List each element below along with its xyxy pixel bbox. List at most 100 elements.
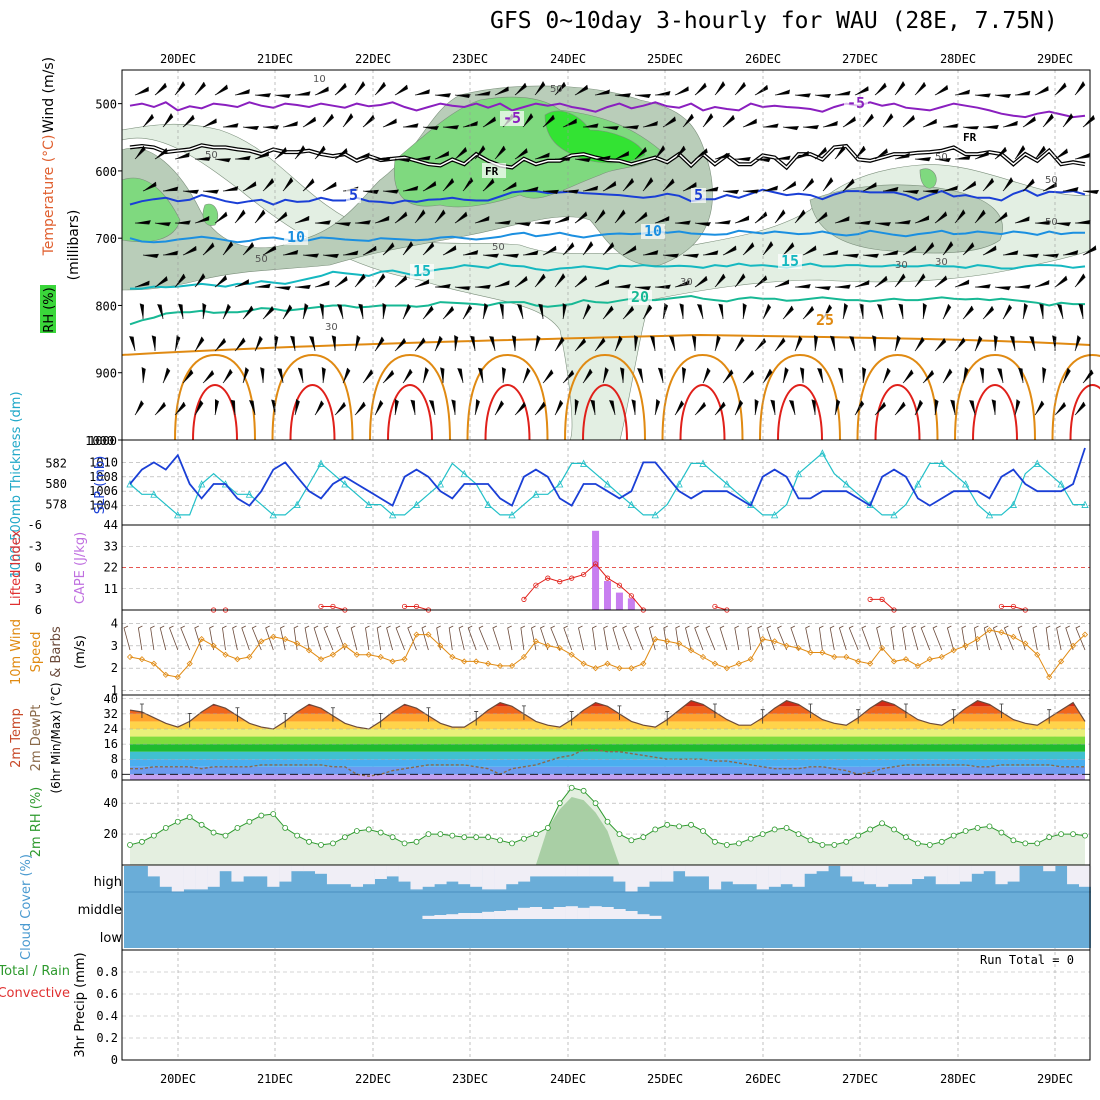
wind-barb <box>633 335 639 352</box>
wind-barb <box>894 219 911 225</box>
thickness-point <box>651 510 659 519</box>
wind-barb <box>514 276 528 288</box>
wind-barb <box>1039 303 1044 320</box>
rh-contour-label: 50 <box>205 150 218 161</box>
rh2m-point <box>831 842 838 848</box>
wind-barb <box>754 338 767 352</box>
wind-barb <box>934 399 939 416</box>
temp-minmax-bar <box>999 703 1004 718</box>
cloud-high-gap <box>350 866 364 887</box>
wind-speed-point <box>377 653 384 661</box>
wind-barb <box>874 82 887 96</box>
wind-barb-10m <box>1065 625 1074 651</box>
wind-barb <box>499 303 504 320</box>
wind-barb <box>969 400 976 416</box>
wind-barb-10m <box>685 625 692 651</box>
wind-barb <box>722 114 735 128</box>
isotherm-label: -5 <box>503 109 521 127</box>
wind-barb <box>942 304 952 320</box>
ylabel-li: Lifted Index <box>9 529 24 606</box>
wind-barb <box>962 305 974 320</box>
wind-barb <box>294 215 310 224</box>
wind-barb <box>554 336 565 352</box>
wind-barb <box>249 400 256 416</box>
rh2m-point <box>795 831 802 837</box>
wind-barb <box>517 304 524 320</box>
wind-barb <box>342 113 354 128</box>
wind-barb <box>714 273 726 288</box>
cloud-middle-gap <box>649 915 662 919</box>
rh2m-point <box>306 838 312 845</box>
wind-barb <box>141 367 146 384</box>
wind-speed-point <box>616 665 623 672</box>
wind-barb <box>154 402 166 416</box>
wind-barb <box>622 125 639 130</box>
wind-barb <box>554 156 571 162</box>
wind-barb <box>182 114 195 128</box>
wind-barb <box>574 275 588 288</box>
wind-barb-10m <box>150 625 155 651</box>
temp-minmax-bar <box>235 707 240 722</box>
chart-title: GFS 0~10day 3-hourly for WAU (28E, 7.75N… <box>490 8 1058 34</box>
wind-speed-point <box>282 636 289 643</box>
wind-barb <box>290 335 296 352</box>
wind-barb <box>962 367 969 384</box>
wind-speed-point <box>759 636 766 643</box>
li-point <box>616 582 623 588</box>
isotherm-30-loop-3 <box>484 383 531 441</box>
thickness-point <box>269 510 277 519</box>
wind-barb <box>522 367 531 384</box>
wind-barb <box>718 303 724 320</box>
wind-barb <box>822 121 838 128</box>
wind-speed-point <box>723 665 730 672</box>
wind-barb <box>554 81 566 96</box>
wind-barb <box>314 220 331 225</box>
wind-barb <box>714 401 726 416</box>
wind-speed-point <box>843 653 850 661</box>
wind-speed-point <box>413 631 420 638</box>
wind-barb <box>894 273 906 288</box>
wind-barb <box>894 81 906 96</box>
wind-barb-10m <box>747 625 752 651</box>
wind-barb-10m <box>974 625 979 651</box>
isotherm-label: 10 <box>644 222 662 240</box>
rh2m-point <box>998 829 1005 836</box>
cloud-high-gap <box>338 866 352 885</box>
cloud-middle-gap <box>517 907 531 919</box>
thickness-point <box>197 480 206 488</box>
wind-barb <box>214 158 231 163</box>
wind-barb <box>522 186 539 192</box>
wind-barb <box>154 82 167 96</box>
isotherm-25-loop-2 <box>369 353 451 441</box>
wind-barb <box>782 305 794 320</box>
wind-barb <box>842 303 848 320</box>
wind-barb <box>162 367 171 384</box>
isotherm-label-bg <box>844 96 868 111</box>
ytick-li: -6 <box>28 518 42 532</box>
wind-speed-point <box>294 640 301 647</box>
wind-barb <box>774 279 790 288</box>
wind-speed-point <box>473 658 480 665</box>
xtick-date-top: 27DEC <box>842 52 878 66</box>
ylabel-thickness: 1000-500mb Thickness (dm) <box>9 391 24 578</box>
li-point <box>569 575 575 581</box>
wind-barb <box>482 303 489 320</box>
ylabel-wind-units: (m/s) <box>73 635 88 669</box>
wind-barb-10m <box>876 625 883 651</box>
isotherm-25-loop-4 <box>564 353 646 441</box>
ytick-wind: 4 <box>111 616 118 630</box>
wind-barb <box>482 116 496 128</box>
wind-barb <box>394 211 408 224</box>
isotherm-15 <box>130 262 1086 290</box>
wind-barb <box>534 401 546 416</box>
wind-barb <box>838 367 844 384</box>
cloud-high-gap <box>1067 866 1080 885</box>
wind-barb <box>694 148 708 160</box>
wind-barb <box>162 250 179 256</box>
rh2m-point <box>891 826 897 833</box>
cloud-high-gap <box>279 866 292 882</box>
wind-barb <box>799 367 805 384</box>
wind-barb <box>754 211 768 224</box>
wind-barb <box>434 283 451 289</box>
rh2m-point <box>318 842 324 848</box>
